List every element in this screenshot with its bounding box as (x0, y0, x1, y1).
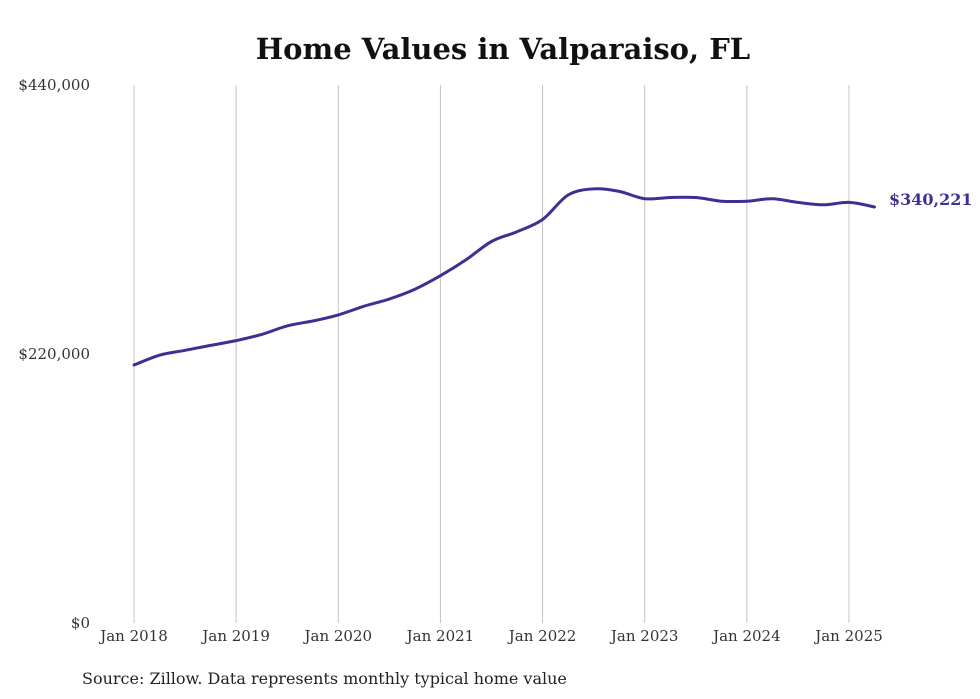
y-tick-label-0: $0 (71, 614, 90, 632)
y-tick-label-220000: $220,000 (18, 345, 90, 363)
x-tick-label-2024-01: Jan 2024 (711, 627, 781, 645)
y-tick-label-440000: $440,000 (18, 76, 90, 94)
x-tick-label-2020-01: Jan 2020 (303, 627, 373, 645)
chart-title: Home Values in Valparaiso, FL (256, 32, 750, 66)
x-tick-label-2025-01: Jan 2025 (813, 627, 883, 645)
series-line-home-value (132, 187, 876, 367)
x-tick-label-2023-01: Jan 2023 (609, 627, 679, 645)
x-tick-label-2022-01: Jan 2022 (507, 627, 577, 645)
x-tick-label-2019-01: Jan 2019 (200, 627, 270, 645)
x-axis-tick-labels: Jan 2018 Jan 2019 Jan 2020 Jan 2021 Jan 2022… (98, 627, 883, 645)
series-end-value-label: $340,221 (889, 190, 973, 209)
source-note: Source: Zillow. Data represents monthly … (82, 669, 567, 688)
vertical-gridlines (133, 85, 850, 623)
x-tick-label-2018-01: Jan 2018 (98, 627, 168, 645)
y-axis-tick-labels: $0 $220,000 $440,000 (18, 76, 90, 632)
x-tick-label-2021-01: Jan 2021 (405, 627, 475, 645)
